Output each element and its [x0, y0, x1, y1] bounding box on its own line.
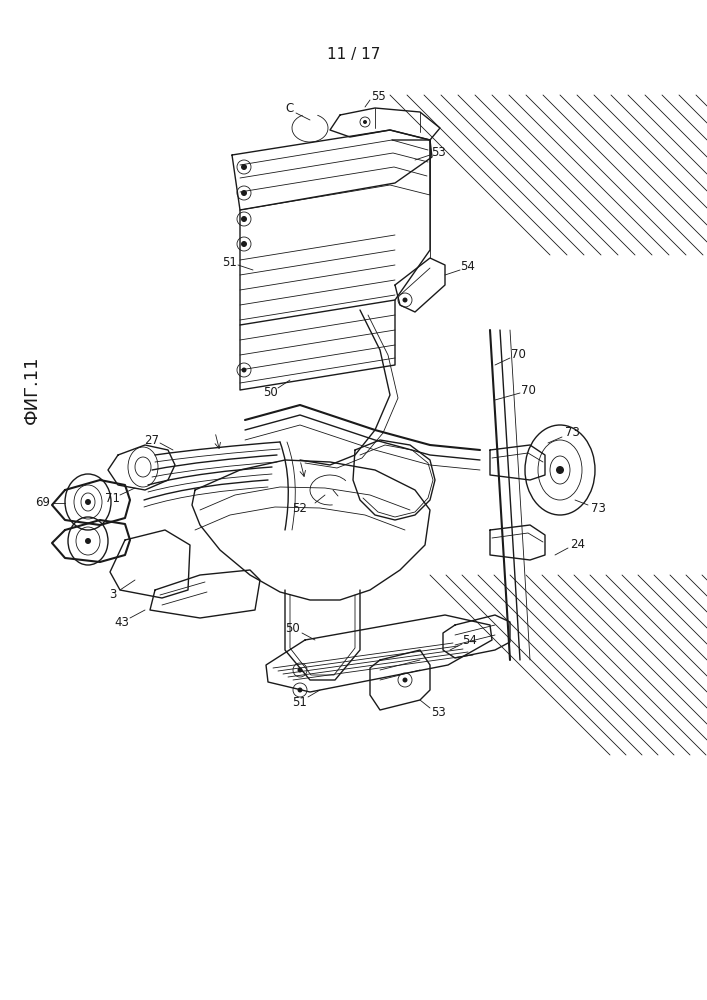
Circle shape: [242, 367, 247, 372]
Text: 11 / 17: 11 / 17: [327, 47, 380, 62]
Text: 24: 24: [571, 538, 585, 550]
Text: 70: 70: [520, 383, 535, 396]
Text: 50: 50: [286, 621, 300, 635]
Text: 53: 53: [431, 706, 445, 720]
Text: 73: 73: [565, 426, 580, 440]
Circle shape: [298, 688, 303, 692]
Text: 51: 51: [223, 255, 238, 268]
Circle shape: [402, 298, 407, 302]
Text: 3: 3: [110, 588, 117, 601]
Circle shape: [298, 668, 303, 672]
Text: 43: 43: [115, 615, 129, 629]
Text: 53: 53: [431, 145, 445, 158]
Text: 73: 73: [590, 502, 605, 514]
Text: 27: 27: [144, 434, 160, 446]
Circle shape: [241, 241, 247, 247]
Text: ФИГ.11: ФИГ.11: [23, 356, 41, 424]
Text: 52: 52: [293, 502, 308, 514]
Text: 51: 51: [293, 696, 308, 710]
Text: 71: 71: [105, 492, 120, 506]
Text: C: C: [286, 102, 294, 114]
Circle shape: [85, 499, 91, 505]
Circle shape: [556, 466, 564, 474]
Text: 50: 50: [262, 386, 277, 399]
Text: 54: 54: [460, 260, 475, 273]
Circle shape: [241, 164, 247, 170]
Circle shape: [363, 120, 367, 124]
Text: 55: 55: [370, 91, 385, 104]
Circle shape: [402, 678, 407, 682]
Circle shape: [241, 216, 247, 222]
Text: 54: 54: [462, 634, 477, 647]
Text: 69: 69: [35, 496, 50, 510]
Text: 70: 70: [510, 349, 525, 361]
Circle shape: [85, 538, 91, 544]
Circle shape: [241, 190, 247, 196]
